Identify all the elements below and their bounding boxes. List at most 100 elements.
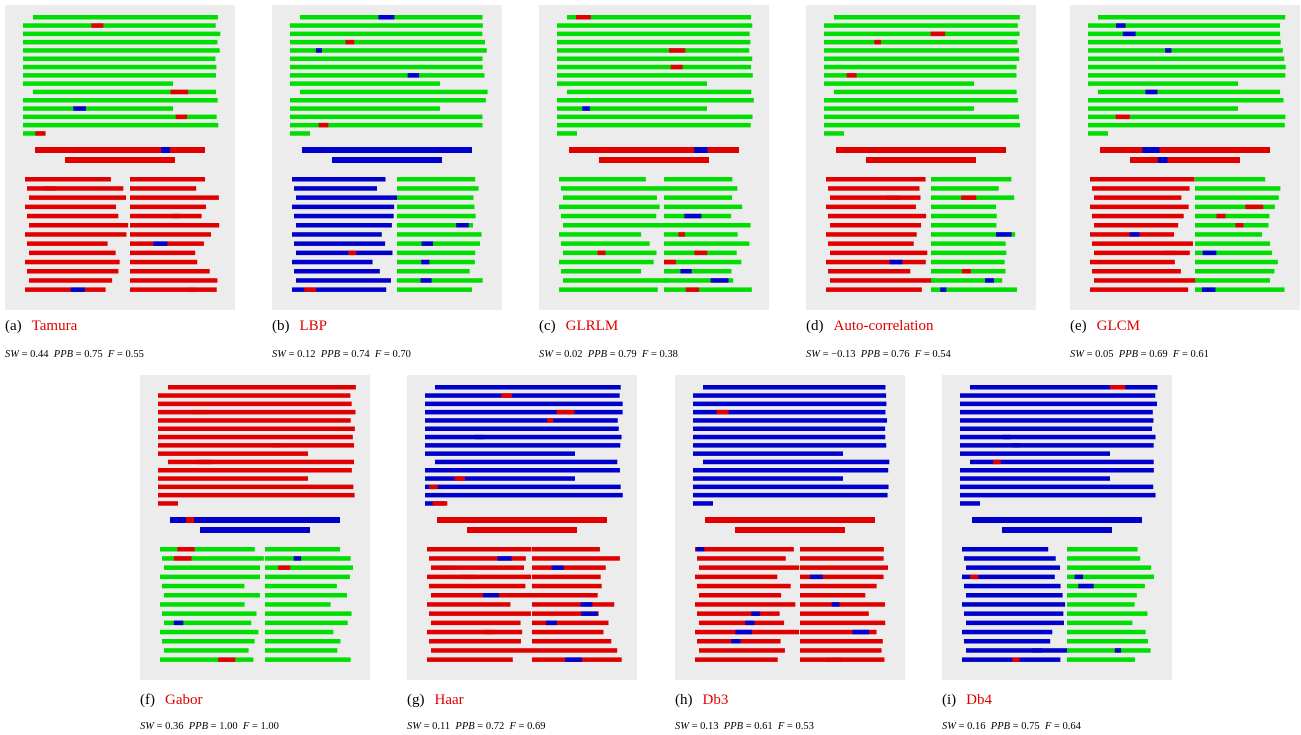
- text-line: [800, 593, 865, 598]
- text-line: [693, 476, 843, 481]
- text-line: [828, 241, 914, 246]
- metric-relation: =: [787, 721, 793, 732]
- metric-value: 0.69: [1149, 349, 1167, 360]
- metric-name: PPB: [54, 349, 73, 360]
- text-line: [966, 565, 1060, 570]
- text-line: [35, 147, 205, 153]
- text-line: [162, 639, 255, 644]
- text-line: [427, 547, 531, 552]
- text-line: [931, 214, 997, 219]
- text-line: [27, 269, 118, 274]
- document-image: [942, 375, 1172, 680]
- text-line: [960, 493, 1156, 498]
- text-line: [824, 57, 1019, 62]
- text-fleck: [565, 657, 582, 662]
- text-line: [1098, 15, 1285, 20]
- document-image: [675, 375, 905, 680]
- metric-value: 0.74: [351, 349, 369, 360]
- panel: (i)Db4SW = 0.16 PPB = 0.75 F = 0.64: [942, 375, 1174, 680]
- text-line: [162, 611, 256, 616]
- text-line: [532, 602, 614, 607]
- text-line: [966, 593, 1063, 598]
- text-line: [425, 418, 618, 423]
- text-line: [559, 287, 658, 292]
- text-line: [1067, 621, 1132, 626]
- metric-name: F: [915, 349, 921, 360]
- text-fleck: [671, 65, 683, 70]
- text-line: [824, 48, 1019, 53]
- metric-relation: =: [883, 349, 889, 360]
- text-line: [703, 460, 889, 465]
- panel: (c)GLRLMSW = 0.02 PPB = 0.79 F = 0.38: [539, 5, 771, 310]
- method-name: Gabor: [165, 692, 203, 708]
- metric-value: 0.02: [564, 349, 582, 360]
- metric-name: SW: [407, 721, 421, 732]
- text-line: [964, 611, 1063, 616]
- text-line: [1067, 657, 1135, 662]
- metric-name: PPB: [1119, 349, 1138, 360]
- text-line: [800, 639, 883, 644]
- text-fleck: [546, 621, 557, 626]
- text-line: [569, 147, 739, 153]
- text-line: [23, 65, 216, 70]
- text-fleck: [73, 106, 86, 111]
- text-line: [265, 575, 350, 580]
- panel: (b)LBPSW = 0.12 PPB = 0.74 F = 0.70: [272, 5, 504, 310]
- text-line: [695, 575, 777, 580]
- text-line: [1088, 40, 1281, 45]
- caption: (d)Auto-correlation: [806, 318, 933, 335]
- text-line: [966, 621, 1064, 626]
- metric-name: F: [375, 349, 381, 360]
- text-fleck: [745, 621, 754, 626]
- text-fleck: [582, 106, 590, 111]
- text-line: [158, 402, 352, 407]
- text-line: [532, 575, 601, 580]
- text-fleck: [1165, 48, 1171, 53]
- method-name: GLCM: [1097, 318, 1140, 334]
- text-line: [296, 223, 392, 228]
- metric-value: 0.13: [700, 721, 718, 732]
- text-line: [25, 287, 106, 292]
- text-line: [290, 65, 483, 70]
- text-line: [1088, 65, 1286, 70]
- text-line: [693, 435, 885, 440]
- text-fleck: [319, 123, 329, 128]
- metric-name: PPB: [321, 349, 340, 360]
- text-fleck: [874, 40, 881, 45]
- text-line: [960, 476, 1110, 481]
- metric-value: 0.16: [967, 721, 985, 732]
- text-line: [292, 205, 394, 210]
- text-line: [824, 115, 1019, 120]
- text-line: [429, 584, 525, 589]
- text-fleck: [173, 214, 181, 219]
- text-line: [25, 205, 116, 210]
- text-fleck: [35, 131, 45, 136]
- text-fleck: [711, 278, 729, 283]
- metric-name: PPB: [861, 349, 880, 360]
- text-line: [200, 527, 310, 533]
- text-line: [158, 410, 356, 415]
- text-fleck: [483, 593, 499, 598]
- text-line: [532, 547, 600, 552]
- metric-relation: =: [924, 349, 930, 360]
- text-line: [830, 251, 927, 256]
- text-fleck: [1203, 251, 1217, 256]
- metrics: SW = 0.11 PPB = 0.72 F = 0.69: [407, 721, 551, 732]
- document-image: [5, 5, 235, 310]
- metric-name: F: [1045, 721, 1051, 732]
- text-line: [158, 427, 355, 432]
- text-line: [265, 584, 337, 589]
- document-image: [806, 5, 1036, 310]
- method-name: Tamura: [32, 318, 78, 334]
- text-fleck: [44, 186, 55, 191]
- text-fleck: [696, 547, 704, 552]
- text-line: [158, 468, 352, 473]
- text-line: [563, 278, 667, 283]
- metric-name: SW: [5, 349, 19, 360]
- text-line: [1067, 602, 1135, 607]
- text-line: [302, 147, 472, 153]
- text-fleck: [176, 115, 187, 120]
- method-name: Db3: [703, 692, 729, 708]
- metric-value: 0.38: [659, 349, 677, 360]
- text-fleck: [1145, 90, 1157, 95]
